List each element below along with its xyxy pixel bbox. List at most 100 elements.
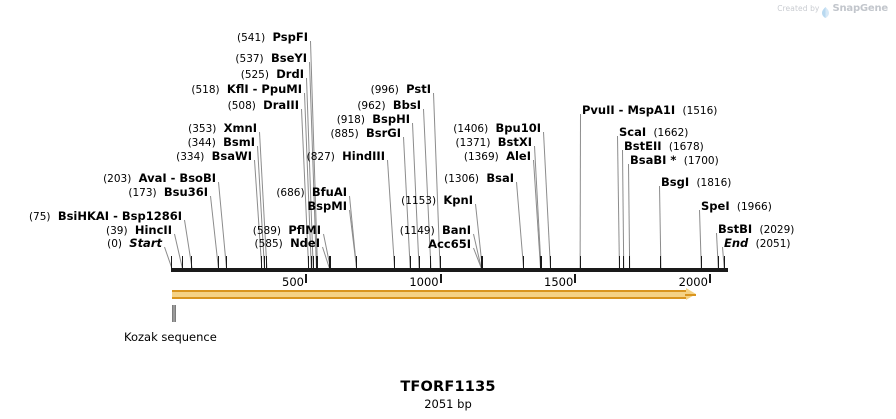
cut-site-tick[interactable] — [171, 256, 172, 269]
kozak-sequence-mark[interactable] — [172, 305, 176, 322]
enzyme-name: PvuII - MspA1I — [582, 103, 676, 117]
site-position: (75) — [28, 211, 51, 223]
cut-site-tick[interactable] — [550, 256, 551, 269]
enzyme-name: BspMI — [307, 199, 347, 213]
cut-site-tick[interactable] — [724, 256, 725, 269]
restriction-site-label[interactable]: (537) BseYI — [0, 52, 307, 66]
cut-site-tick[interactable] — [266, 256, 267, 269]
restriction-site-label[interactable]: (827) HindIII — [0, 150, 385, 164]
site-position: (1816) — [696, 177, 732, 189]
cut-site-tick[interactable] — [317, 256, 318, 269]
restriction-site-label[interactable]: (1406) Bpu10I — [0, 122, 541, 136]
site-position: (518) — [191, 84, 220, 96]
cut-site-tick[interactable] — [430, 256, 431, 269]
enzyme-name: BsaI — [486, 171, 514, 185]
site-position: (2051) — [755, 238, 791, 250]
cut-site-tick[interactable] — [623, 256, 624, 269]
cut-site-tick[interactable] — [313, 256, 314, 269]
cut-site-tick[interactable] — [660, 256, 661, 269]
restriction-site-label[interactable]: BspMI — [0, 200, 347, 213]
cut-site-tick[interactable] — [580, 256, 581, 269]
cut-site-tick[interactable] — [619, 256, 620, 269]
restriction-site-label[interactable]: (885) BsrGI — [0, 127, 401, 141]
enzyme-name: HindIII — [342, 149, 385, 163]
cut-site-tick[interactable] — [264, 256, 265, 269]
restriction-site-label[interactable]: (962) BbsI — [0, 99, 421, 113]
cut-site-tick[interactable] — [410, 256, 411, 269]
site-leader-line — [579, 113, 581, 269]
cut-site-tick[interactable] — [356, 256, 357, 269]
site-leader-line — [622, 149, 625, 268]
restriction-site-label[interactable]: BstEII (1678) — [624, 140, 704, 154]
site-position: (1306) — [444, 173, 480, 185]
restriction-site-label[interactable]: (996) PstI — [0, 83, 431, 97]
cut-site-tick[interactable] — [440, 256, 441, 269]
restriction-site-label[interactable]: (334) BsaWI — [0, 150, 252, 164]
restriction-site-label[interactable]: End (2051) — [724, 237, 791, 251]
site-position: (885) — [330, 128, 359, 140]
snapgene-watermark: Created by SnapGene — [777, 3, 888, 18]
orf-feature-arrow[interactable] — [172, 288, 696, 300]
restriction-site-label[interactable]: (585) NdeI — [0, 237, 320, 251]
cut-site-tick[interactable] — [191, 256, 192, 269]
restriction-site-label[interactable]: (1369) AleI — [0, 150, 531, 164]
restriction-site-label[interactable]: (518) KflI - PpuMI — [0, 83, 302, 97]
enzyme-name: XmnI — [223, 121, 257, 135]
site-position: (1406) — [453, 123, 489, 135]
restriction-site-label[interactable]: (0) Start — [0, 237, 162, 251]
restriction-site-label[interactable]: (525) DrdI — [0, 68, 304, 82]
cut-site-tick[interactable] — [261, 256, 262, 269]
restriction-site-label[interactable]: (508) DraIII — [0, 99, 299, 113]
restriction-site-label[interactable]: (1153) KpnI — [0, 194, 473, 208]
site-leader-line — [543, 131, 551, 269]
restriction-site-label[interactable]: (686) BfuAI — [0, 186, 347, 200]
restriction-site-label[interactable]: (39) HincII — [0, 224, 172, 238]
restriction-site-label[interactable]: (1371) BstXI — [0, 136, 533, 150]
cut-site-tick[interactable] — [330, 256, 331, 269]
restriction-site-label[interactable]: BsgI (1816) — [661, 176, 731, 190]
restriction-site-label[interactable]: (1149) BanI — [0, 224, 471, 238]
snapgene-logo-icon — [822, 3, 830, 18]
restriction-site-label[interactable]: Acc65I — [0, 238, 471, 251]
restriction-site-label[interactable]: (75) BsiHKAI - Bsp1286I — [0, 210, 182, 224]
cut-site-tick[interactable] — [226, 256, 227, 269]
cut-site-tick[interactable] — [394, 256, 395, 269]
restriction-site-label[interactable]: ScaI (1662) — [619, 126, 688, 140]
restriction-site-label[interactable]: BsaBI * (1700) — [630, 154, 719, 168]
cut-site-tick[interactable] — [482, 256, 483, 269]
enzyme-name: BsiHKAI - Bsp1286I — [57, 209, 182, 223]
cut-site-tick[interactable] — [540, 256, 541, 269]
enzyme-name: BsaBI * — [630, 153, 677, 167]
cut-site-tick[interactable] — [718, 256, 719, 269]
cut-site-tick[interactable] — [541, 256, 542, 269]
restriction-site-label[interactable]: SpeI (1966) — [701, 200, 772, 214]
restriction-site-label[interactable]: (173) Bsu36I — [0, 186, 208, 200]
restriction-site-label[interactable]: PvuII - MspA1I (1516) — [582, 104, 717, 118]
cut-site-tick[interactable] — [629, 256, 630, 269]
ruler-tick-500 — [304, 274, 307, 283]
restriction-site-label[interactable]: (344) BsmI — [0, 136, 255, 150]
cut-site-tick[interactable] — [481, 256, 482, 269]
site-leader-line — [628, 163, 631, 268]
cut-site-tick[interactable] — [218, 256, 219, 269]
restriction-site-label[interactable]: BstBI (2029) — [718, 223, 794, 237]
enzyme-name: BstEII — [624, 139, 662, 153]
cut-site-tick[interactable] — [701, 256, 702, 269]
cut-site-tick[interactable] — [311, 256, 312, 269]
cut-site-tick[interactable] — [316, 256, 317, 269]
restriction-site-label[interactable]: (353) XmnI — [0, 122, 257, 136]
cut-site-tick[interactable] — [523, 256, 524, 269]
cut-site-tick[interactable] — [182, 256, 183, 269]
cut-site-tick[interactable] — [329, 256, 330, 269]
enzyme-name: BsrGI — [366, 126, 401, 140]
cut-site-tick[interactable] — [419, 256, 420, 269]
restriction-site-label[interactable]: (918) BspHI — [0, 113, 410, 127]
restriction-site-label[interactable]: (541) PspFI — [0, 31, 308, 45]
cut-site-tick[interactable] — [308, 256, 309, 269]
enzyme-name: BsaWI — [211, 149, 252, 163]
restriction-site-label[interactable]: (203) AvaI - BsoBI — [0, 172, 216, 186]
restriction-site-label[interactable]: (589) PflMI — [0, 224, 321, 238]
site-position: (525) — [240, 69, 269, 81]
restriction-site-label[interactable]: (1306) BsaI — [0, 172, 514, 186]
